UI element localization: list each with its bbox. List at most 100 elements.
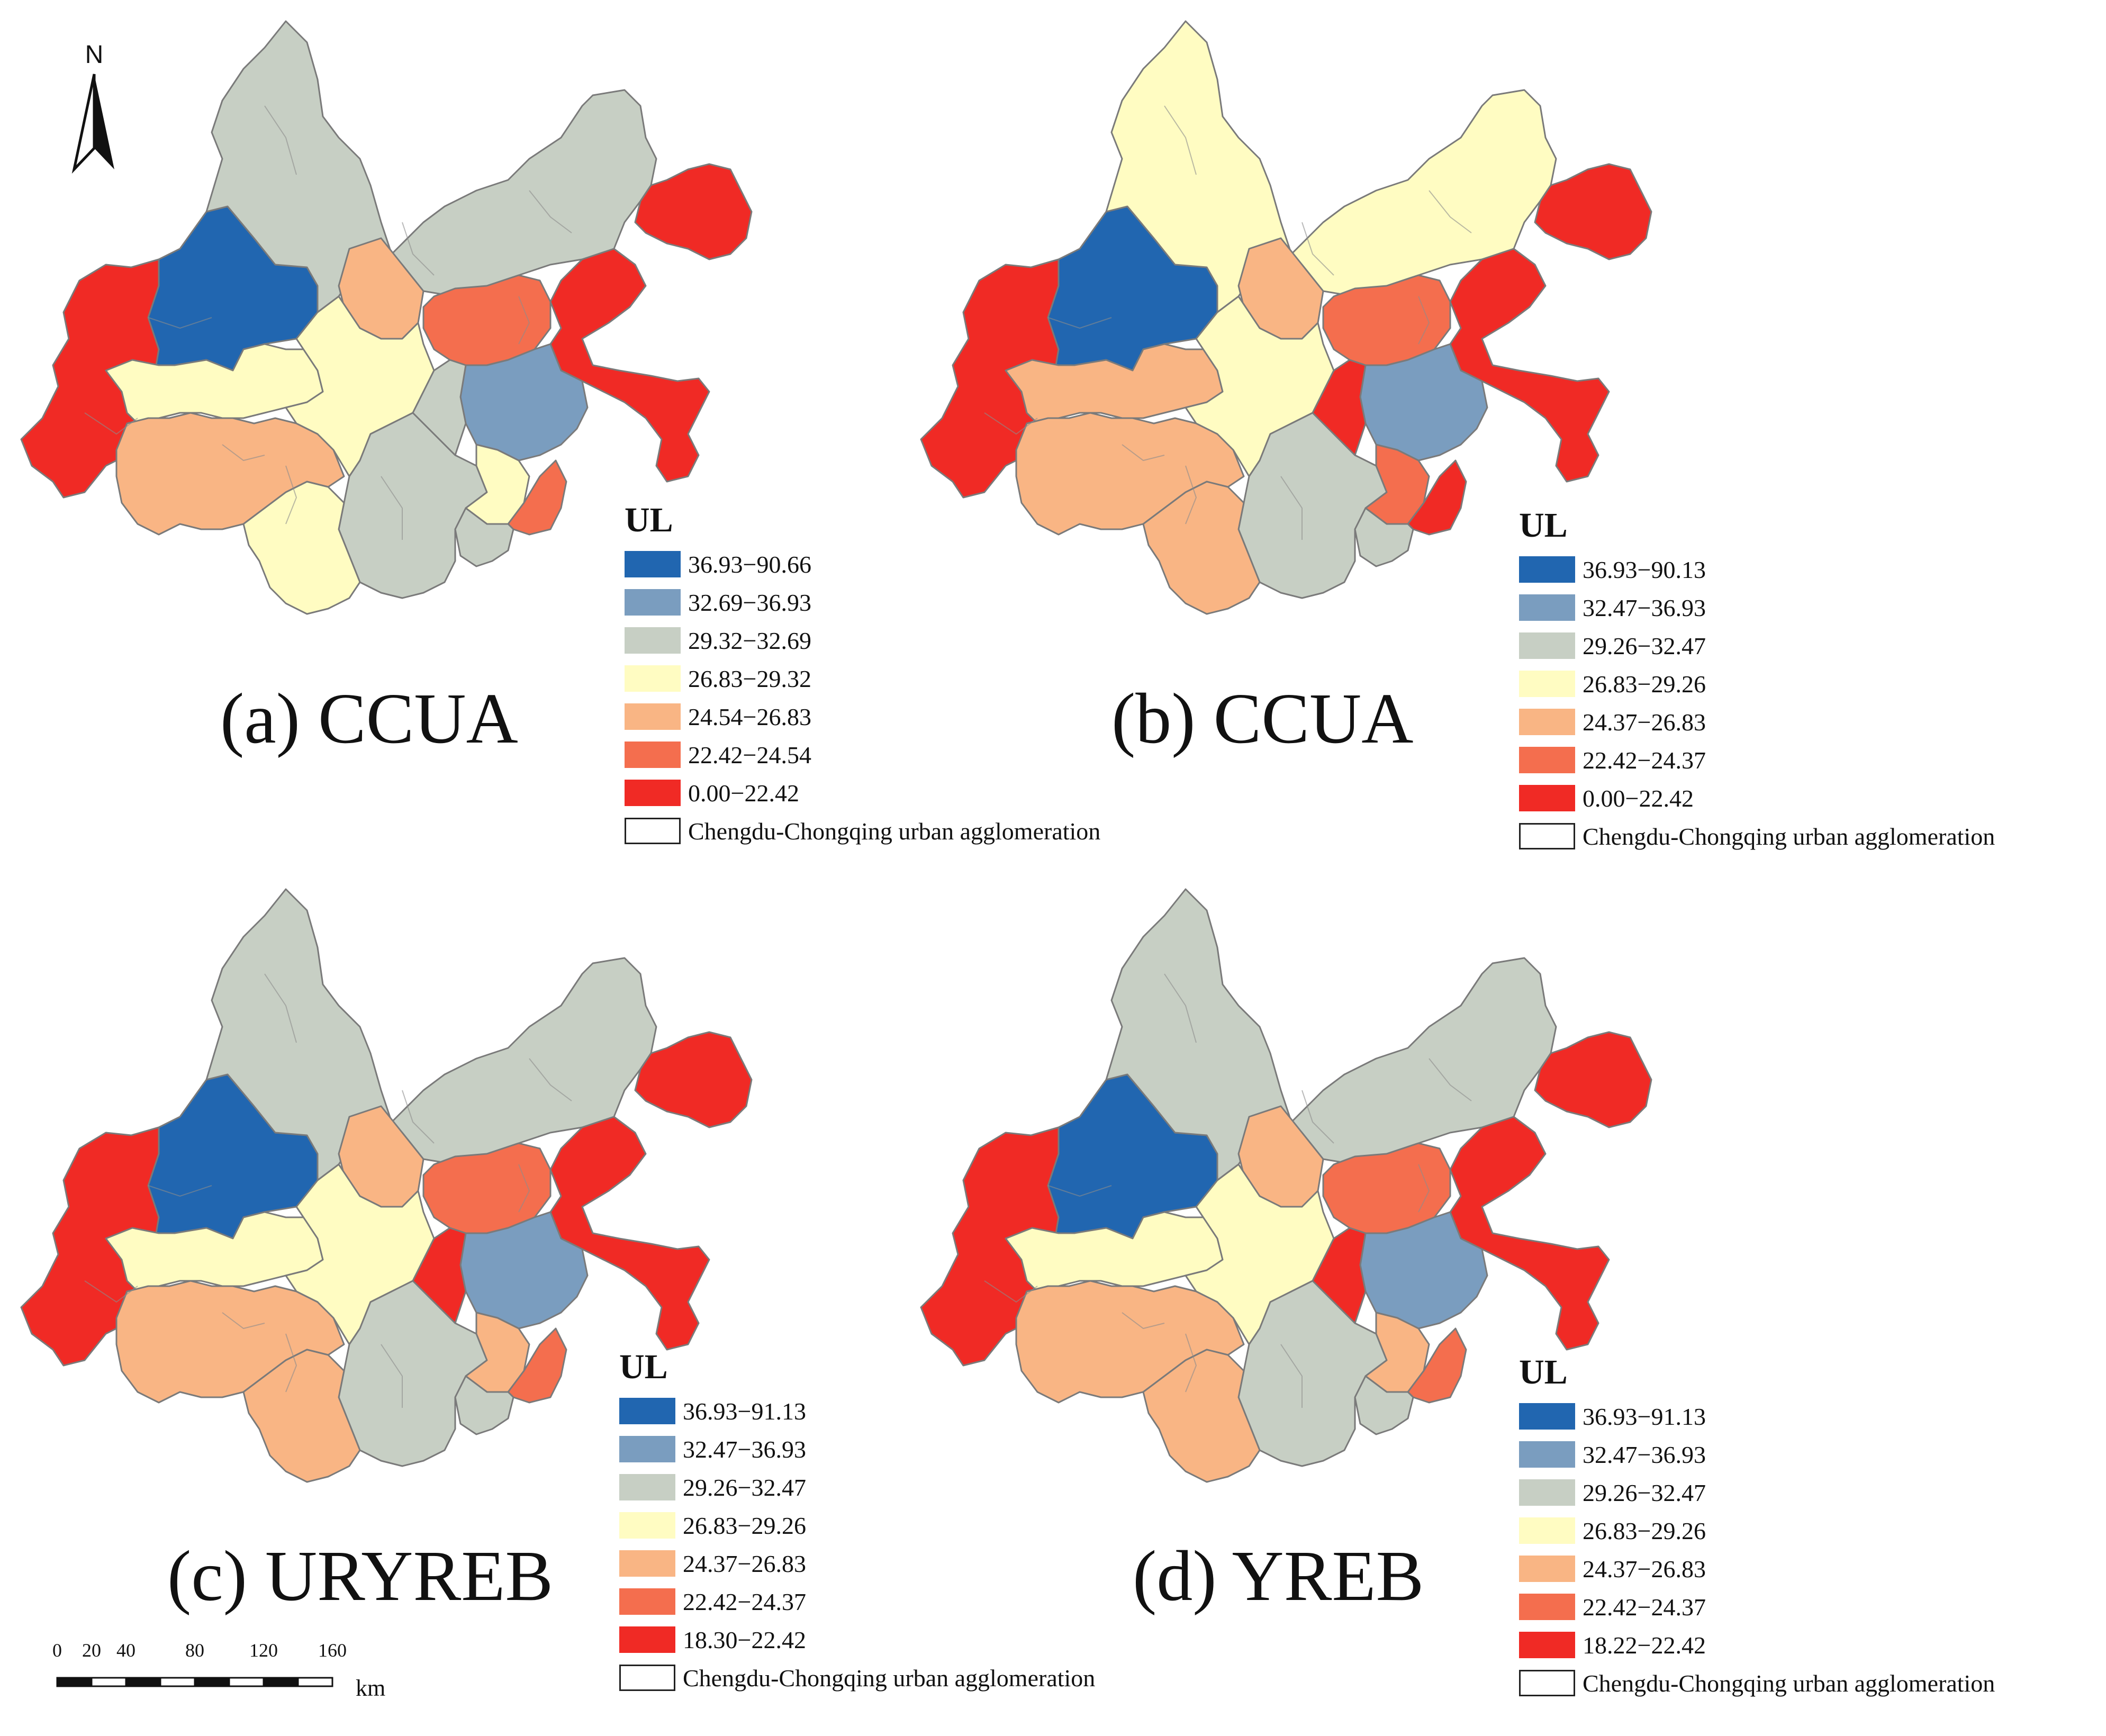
- legend-title: UL: [1519, 1353, 1568, 1391]
- legend-b: UL 36.93−90.13 32.47−36.93 29.26−32.47 26.8…: [1519, 508, 1995, 855]
- scale-tick-label: 120: [249, 1640, 278, 1661]
- legend-item: 24.37−26.83: [1519, 1550, 1995, 1588]
- legend-swatch: [1519, 1556, 1575, 1582]
- legend-boundary-swatch: [619, 1665, 675, 1691]
- county-boundary-line: [1047, 1185, 1112, 1197]
- county-boundary-line: [148, 317, 212, 329]
- legend-label: 32.47−36.93: [1583, 594, 1706, 621]
- legend-item: 24.54−26.83: [625, 698, 1100, 736]
- legend-item: 22.42−24.37: [1519, 1588, 1995, 1626]
- map-regions-d: [920, 888, 1652, 1483]
- legend-item: 24.37−26.83: [619, 1544, 1095, 1583]
- county-boundary-line: [402, 1090, 435, 1144]
- legend-item: 26.83−29.26: [1519, 1512, 1995, 1550]
- choropleth-map-b: [920, 20, 1652, 615]
- legend-item: 24.37−26.83: [1519, 703, 1995, 741]
- county-boundary-line: [1185, 1333, 1197, 1393]
- county-boundary-line: [285, 1333, 297, 1393]
- region-ne: [634, 1031, 753, 1128]
- scale-tick-label: 0: [52, 1640, 62, 1661]
- legend-label: 26.83−29.32: [688, 665, 811, 692]
- scale-segment: [125, 1677, 161, 1687]
- legend-label: 26.83−29.26: [1583, 670, 1706, 698]
- legend-boundary-label: Chengdu-Chongqing urban agglomeration: [1583, 822, 1995, 850]
- legend-boundary-item: Chengdu-Chongqing urban agglomeration: [625, 812, 1100, 850]
- legend-label: 24.37−26.83: [1583, 708, 1706, 736]
- scale-bar: 0 20 40 80 120 160 km: [36, 1640, 385, 1710]
- county-boundary-line: [1301, 222, 1334, 276]
- legend-item: 22.42−24.37: [619, 1583, 1095, 1621]
- county-boundary-line: [84, 1280, 138, 1303]
- legend-label: 24.37−26.83: [683, 1550, 806, 1577]
- county-boundary-line: [264, 105, 297, 175]
- map-caption-d: (d) YREB: [1133, 1536, 1424, 1616]
- north-arrow: N: [62, 42, 126, 174]
- legend-label: 29.26−32.47: [1583, 632, 1706, 659]
- legend-item: 0.00−22.42: [625, 774, 1100, 812]
- region-sm: [1354, 507, 1414, 567]
- legend-swatch: [625, 589, 681, 616]
- choropleth-map-a: [20, 20, 753, 615]
- map-panel-c: (c) URYREB UL 36.93−91.13 32.47−36.93 29.2…: [0, 868, 1095, 1736]
- county-boundary-line: [1122, 444, 1165, 462]
- region-c1: [242, 481, 361, 615]
- region-ef: [1449, 1116, 1610, 1351]
- legend-swatch: [619, 1474, 675, 1500]
- county-boundary-line: [529, 1058, 572, 1101]
- region-sm: [454, 507, 514, 567]
- scale-unit: km: [356, 1675, 386, 1701]
- map-regions-a: [20, 20, 753, 615]
- county-boundary-line: [1301, 1090, 1334, 1144]
- county-boundary-line: [1418, 1164, 1430, 1213]
- legend-label: 36.93−90.66: [688, 550, 811, 578]
- legend-label: 0.00−22.42: [688, 779, 799, 807]
- legend-swatch: [1519, 785, 1575, 811]
- legend-swatch: [619, 1626, 675, 1653]
- legend-item: 18.30−22.42: [619, 1621, 1095, 1659]
- legend-d: UL 36.93−91.13 32.47−36.93 29.26−32.47 26.8…: [1519, 1355, 1995, 1702]
- county-boundary-line: [148, 1185, 212, 1197]
- legend-swatch: [625, 703, 681, 730]
- legend-label: 32.47−36.93: [1583, 1441, 1706, 1468]
- county-boundary-line: [264, 973, 297, 1043]
- legend-label: 22.42−24.37: [1583, 1593, 1706, 1621]
- legend-item: 18.22−22.42: [1519, 1626, 1995, 1664]
- scale-segment: [159, 1677, 196, 1687]
- north-arrow-icon: [71, 74, 114, 174]
- legend-swatch: [1519, 632, 1575, 659]
- legend-label: 24.54−26.83: [688, 703, 811, 730]
- region-c1: [1142, 481, 1261, 615]
- scale-tick-label: 160: [318, 1640, 347, 1661]
- county-boundary-line: [529, 190, 572, 233]
- scale-segment: [56, 1677, 93, 1687]
- choropleth-map-d: [920, 888, 1652, 1483]
- legend-swatch: [619, 1588, 675, 1615]
- legend-label: 22.42−24.54: [688, 741, 811, 768]
- legend-swatch: [625, 742, 681, 768]
- legend-title: UL: [625, 501, 673, 539]
- legend-swatch: [1519, 671, 1575, 697]
- legend-c: UL 36.93−91.13 32.47−36.93 29.26−32.47 26.8…: [619, 1350, 1095, 1697]
- legend-label: 24.37−26.83: [1583, 1555, 1706, 1583]
- county-boundary-line: [1164, 973, 1197, 1043]
- region-ef: [549, 248, 710, 483]
- legend-swatch: [625, 551, 681, 577]
- legend-label: 36.93−91.13: [1583, 1403, 1706, 1430]
- legend-label: 32.69−36.93: [688, 589, 811, 616]
- region-q: [1359, 343, 1488, 462]
- region-c1: [242, 1349, 361, 1483]
- legend-label: 22.42−24.37: [1583, 746, 1706, 774]
- legend-label: 29.26−32.47: [1583, 1479, 1706, 1506]
- legend-boundary-label: Chengdu-Chongqing urban agglomeration: [683, 1664, 1096, 1692]
- county-boundary-line: [1047, 317, 1112, 329]
- scale-tick-label: 40: [116, 1640, 135, 1661]
- scale-segment: [297, 1677, 333, 1687]
- legend-swatch: [625, 665, 681, 692]
- county-boundary-line: [1429, 1058, 1472, 1101]
- legend-item: 36.93−91.13: [1519, 1397, 1995, 1435]
- county-boundary-line: [984, 1280, 1038, 1303]
- legend-swatch: [1519, 747, 1575, 773]
- choropleth-map-c: [20, 888, 753, 1483]
- county-boundary-line: [1280, 476, 1303, 540]
- legend-swatch: [619, 1398, 675, 1424]
